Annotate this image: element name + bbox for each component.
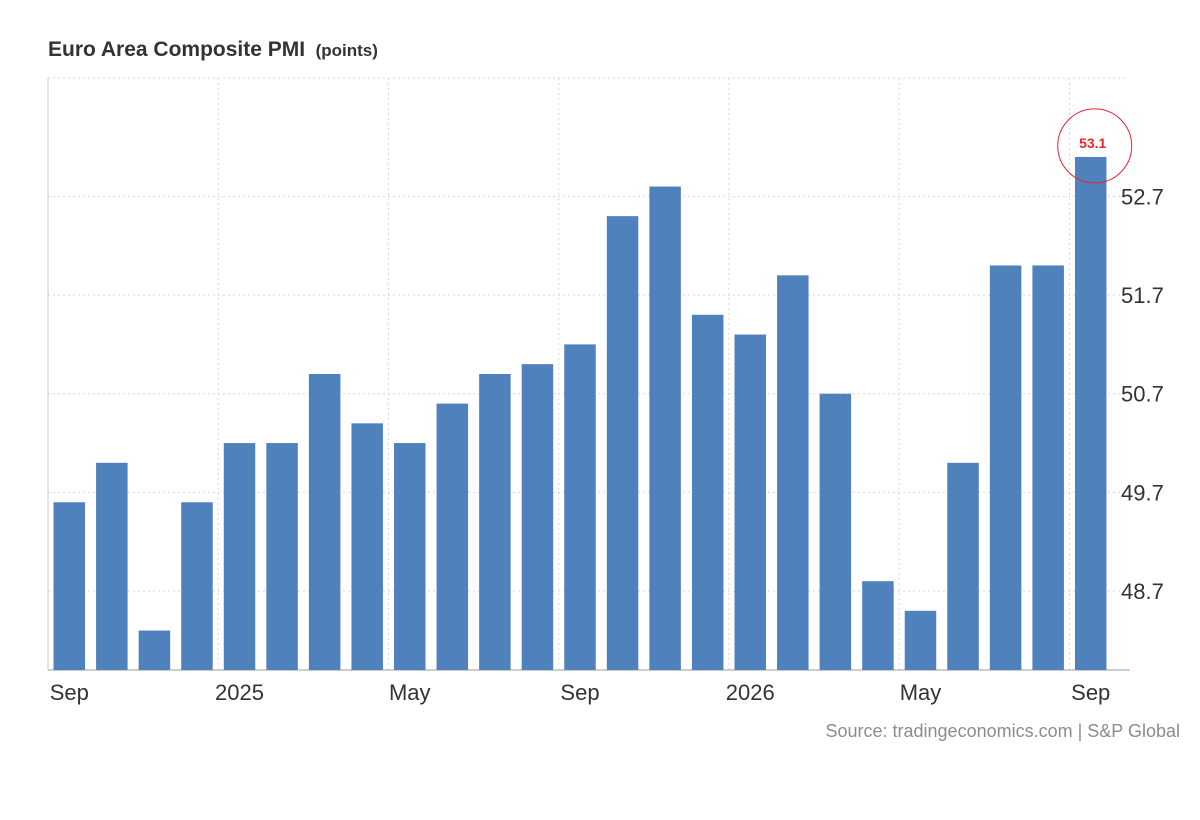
bar: [777, 275, 809, 670]
bar: [351, 423, 383, 670]
bar-layer: [53, 156, 1107, 671]
bar: [691, 314, 724, 670]
bar: [53, 502, 86, 670]
bar: [138, 630, 171, 670]
bar: [1074, 156, 1107, 670]
y-tick-label: 50.7: [1121, 382, 1164, 407]
x-tick-label: Sep: [1071, 680, 1110, 705]
x-tick-label: Sep: [560, 680, 599, 705]
y-tick-label: 48.7: [1121, 579, 1164, 604]
x-tick-label: 2026: [726, 680, 775, 705]
bar: [1032, 265, 1064, 670]
bar: [96, 462, 128, 670]
chart-title-row: Euro Area Composite PMI (points): [48, 38, 378, 62]
bar: [819, 393, 852, 670]
bar: [394, 443, 426, 670]
bar: [564, 344, 596, 670]
bar: [181, 502, 213, 670]
y-tick-label: 52.7: [1121, 184, 1164, 209]
x-tick-label: Sep: [50, 680, 89, 705]
bar: [862, 581, 894, 670]
chart-title: Euro Area Composite PMI: [48, 38, 306, 61]
bar: [904, 610, 937, 670]
label-layer: 48.7 49.7 50.7 51.7 52.7 Sep 2025 May Sep 2026 May…: [50, 184, 1164, 705]
annotation-layer: 53.1: [1057, 108, 1133, 184]
x-tick-label: May: [389, 680, 431, 705]
bar: [649, 186, 681, 671]
highlight-circle: [1057, 108, 1133, 184]
chart-unit: (points): [315, 41, 378, 60]
bar: [436, 403, 469, 670]
bar: [223, 443, 256, 670]
latest-value-label: 53.1: [1079, 135, 1106, 151]
source-note: Source: tradingeconomics.com | S&P Globa…: [825, 721, 1180, 741]
y-tick-label: 51.7: [1121, 283, 1164, 308]
x-tick-label: May: [900, 680, 942, 705]
bar: [308, 374, 341, 670]
bar: [606, 216, 639, 670]
bar: [521, 364, 554, 670]
bar: [266, 443, 298, 670]
y-tick-label: 49.7: [1121, 480, 1164, 505]
bar: [734, 334, 766, 670]
bar: [989, 265, 1022, 670]
bar: [479, 374, 511, 670]
x-tick-label: 2025: [215, 680, 264, 705]
bar: [947, 462, 979, 670]
